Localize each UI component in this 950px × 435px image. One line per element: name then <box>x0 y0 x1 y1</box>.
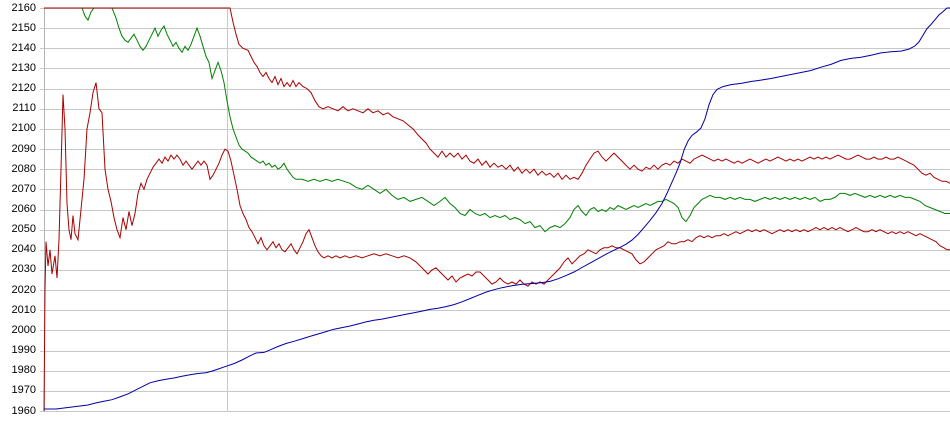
red-lower-line <box>43 82 950 412</box>
y-axis-label: 2090 <box>11 142 36 155</box>
red-upper-line <box>44 7 950 184</box>
y-axis-label: 2060 <box>11 203 36 215</box>
y-axis-label: 2000 <box>11 323 36 336</box>
y-axis-label: 1960 <box>11 404 36 417</box>
blue-cumulative-line <box>44 7 950 410</box>
y-axis-label: 2080 <box>11 162 36 175</box>
y-axis-label: 2120 <box>11 82 36 95</box>
y-axis-label: 2140 <box>11 41 36 54</box>
y-axis-label: 2010 <box>11 303 36 316</box>
y-axis-label: 2020 <box>11 283 36 296</box>
y-axis-label: 2150 <box>11 21 36 34</box>
y-axis-label: 2070 <box>11 182 36 195</box>
y-axis-label: 2030 <box>11 263 36 276</box>
y-axis-label: 1990 <box>11 344 36 357</box>
y-axis-label: 1970 <box>11 384 36 397</box>
y-axis-label: 2130 <box>11 61 36 74</box>
green-middle-line <box>44 7 950 233</box>
y-axis-label: 2100 <box>11 122 36 135</box>
y-axis-label: 2160 <box>11 1 36 14</box>
y-axis-label: 2050 <box>11 223 36 236</box>
y-axis-label: 1980 <box>11 364 36 377</box>
y-axis-label: 2040 <box>11 243 36 256</box>
y-axis-label: 2110 <box>12 102 36 115</box>
